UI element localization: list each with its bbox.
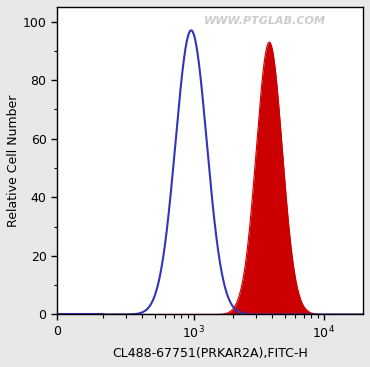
- Text: WWW.PTGLAB.COM: WWW.PTGLAB.COM: [204, 16, 326, 26]
- Y-axis label: Relative Cell Number: Relative Cell Number: [7, 95, 20, 227]
- X-axis label: CL488-67751(PRKAR2A),FITC-H: CL488-67751(PRKAR2A),FITC-H: [112, 347, 308, 360]
